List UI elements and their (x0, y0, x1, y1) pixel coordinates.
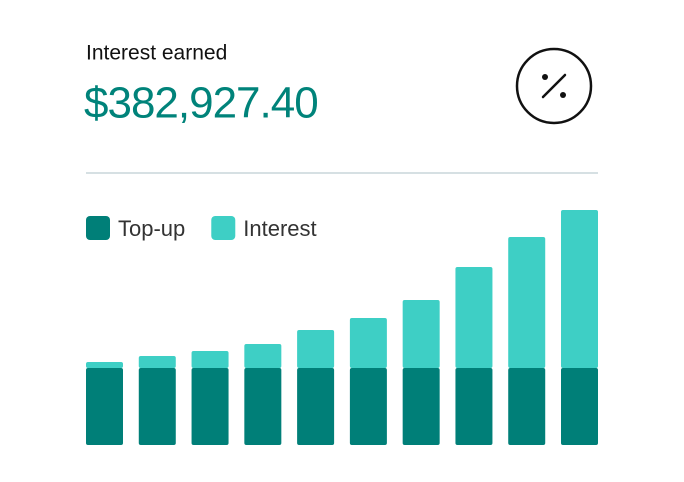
legend-swatch (86, 216, 110, 240)
bar-segment (349, 318, 387, 368)
bar-segment (297, 330, 335, 368)
bar-segment (244, 368, 282, 445)
bar-segment (191, 351, 229, 368)
bar-segment (191, 368, 229, 445)
bar-segment (402, 300, 440, 368)
bar-segment (508, 237, 546, 368)
bar-segment (455, 267, 493, 368)
bar-segment (349, 368, 387, 445)
bar-segment (138, 356, 176, 368)
percent-icon (515, 47, 593, 125)
bar-segment (86, 368, 123, 445)
bar-segment (561, 368, 598, 445)
legend-label: Interest (243, 216, 316, 241)
legend-swatch (211, 216, 236, 240)
bar-segment (455, 368, 493, 445)
bar-segment (244, 344, 282, 368)
bar-segment (508, 368, 546, 445)
bar-segment (297, 368, 335, 445)
legend-label: Top-up (118, 216, 185, 241)
bar-segment (86, 362, 123, 368)
bar-segment (402, 368, 440, 445)
bar-segment (561, 210, 598, 368)
amount: $382,927.40 (84, 79, 318, 128)
card-label: Interest earned (86, 42, 227, 65)
bar-segment (138, 368, 176, 445)
